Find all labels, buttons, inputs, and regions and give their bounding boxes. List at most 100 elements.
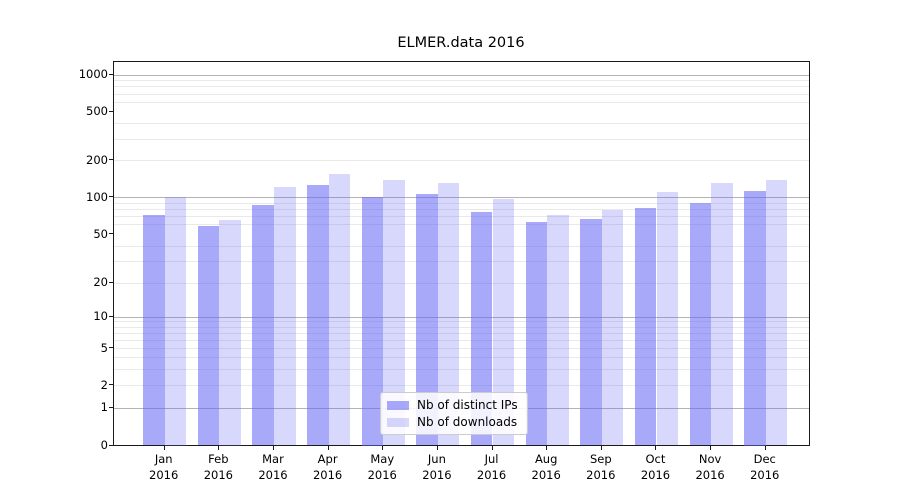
minor-gridline (114, 138, 809, 140)
x-axis-tick (546, 446, 548, 450)
minor-gridline (114, 326, 809, 328)
y-tick-label: 0 (100, 438, 108, 452)
y-tick-label: 10 (93, 309, 108, 323)
major-gridline (114, 316, 809, 318)
x-tick-label: Dec 2016 (750, 452, 780, 482)
minor-gridline (114, 208, 809, 210)
x-tick-label: Nov 2016 (695, 452, 725, 482)
x-tick-label: Apr 2016 (312, 452, 343, 482)
bar-nb-of-distinct-ips-oct-2016 (634, 208, 657, 446)
x-tick-label: Jan 2016 (149, 452, 179, 482)
bar-nb-of-downloads-sep-2016 (601, 209, 624, 446)
x-axis-tick (382, 446, 384, 450)
y-tick-label: 1 (100, 400, 108, 415)
y-axis-tick (109, 347, 113, 348)
bar-nb-of-distinct-ips-sep-2016 (580, 219, 602, 446)
bar-nb-of-downloads-jun-2016 (437, 182, 460, 446)
legend-item-downloads: Nb of downloads (387, 415, 518, 429)
chart-title: ELMER.data 2016 (397, 35, 525, 51)
bar-nb-of-distinct-ips-jul-2016 (470, 211, 493, 446)
bar-nb-of-downloads-oct-2016 (656, 191, 679, 446)
minor-gridline (114, 160, 809, 161)
y-tick-label: 1000 (78, 67, 108, 81)
minor-gridline (114, 282, 809, 284)
x-tick-label: Jul 2016 (476, 452, 507, 482)
bar-nb-of-downloads-aug-2016 (547, 215, 569, 446)
x-axis-tick (764, 446, 766, 450)
bar-nb-of-distinct-ips-may-2016 (361, 197, 384, 446)
minor-gridline (114, 80, 809, 82)
y-axis-tick (109, 196, 113, 197)
y-axis-tick (109, 73, 113, 75)
bar-nb-of-downloads-jul-2016 (492, 198, 515, 446)
minor-gridline (114, 86, 809, 88)
plot-area (113, 61, 810, 446)
bar-nb-of-downloads-dec-2016 (765, 180, 788, 446)
x-axis-tick (655, 446, 657, 450)
minor-gridline (114, 332, 809, 334)
bar-nb-of-downloads-may-2016 (383, 180, 405, 446)
minor-gridline (114, 101, 809, 103)
major-gridline (114, 74, 809, 76)
minor-gridline (114, 216, 809, 218)
legend-label: Nb of distinct IPs (417, 398, 518, 412)
y-axis-tick (109, 110, 113, 112)
minor-gridline (114, 245, 809, 247)
legend-label: Nb of downloads (417, 415, 518, 429)
minor-gridline (114, 224, 809, 226)
bar-nb-of-downloads-jan-2016 (164, 197, 187, 446)
minor-gridline (114, 339, 809, 341)
bar-nb-of-downloads-mar-2016 (274, 187, 296, 446)
x-tick-label: May 2016 (367, 452, 397, 482)
y-axis-tick (109, 384, 113, 386)
y-axis-tick (109, 159, 113, 160)
y-tick-label: 100 (86, 189, 108, 204)
y-tick-label: 50 (93, 226, 108, 241)
x-tick-label: Feb 2016 (203, 452, 233, 482)
bar-nb-of-downloads-feb-2016 (219, 220, 241, 446)
minor-gridline (114, 93, 809, 95)
y-axis-tick (109, 315, 113, 317)
minor-gridline (114, 348, 809, 349)
major-gridline (114, 197, 809, 198)
y-axis-tick (109, 444, 113, 446)
x-tick-label: Jun 2016 (422, 452, 452, 482)
x-axis-tick (600, 446, 602, 450)
y-tick-label: 5 (100, 340, 108, 355)
minor-gridline (114, 123, 809, 125)
x-tick-label: Aug 2016 (531, 452, 561, 482)
bar-nb-of-distinct-ips-jan-2016 (143, 215, 165, 446)
x-axis-tick (163, 446, 165, 450)
x-axis-tick (218, 446, 220, 450)
bar-nb-of-distinct-ips-jun-2016 (416, 193, 438, 446)
bar-nb-of-downloads-apr-2016 (328, 173, 351, 446)
x-tick-label: Sep 2016 (586, 452, 616, 482)
minor-gridline (114, 202, 809, 204)
x-axis-tick (272, 446, 274, 450)
bar-nb-of-distinct-ips-nov-2016 (689, 202, 712, 446)
x-axis-tick (491, 446, 493, 450)
minor-gridline (114, 357, 809, 359)
x-axis-tick (710, 446, 712, 450)
minor-gridline (114, 321, 809, 323)
bar-nb-of-distinct-ips-feb-2016 (197, 226, 220, 446)
minor-gridline (114, 261, 809, 263)
y-tick-label: 2 (100, 377, 108, 392)
y-tick-label: 200 (86, 152, 108, 167)
bar-nb-of-distinct-ips-aug-2016 (525, 221, 548, 446)
legend-swatch-downloads (387, 417, 409, 427)
bar-nb-of-distinct-ips-mar-2016 (252, 205, 274, 446)
legend-swatch-distinct-ips (387, 400, 409, 410)
minor-gridline (114, 385, 809, 387)
bar-nb-of-distinct-ips-dec-2016 (744, 191, 766, 446)
x-axis-tick (327, 446, 329, 450)
x-tick-label: Mar 2016 (258, 452, 288, 482)
legend-item-distinct-ips: Nb of distinct IPs (387, 398, 518, 412)
legend: Nb of distinct IPs Nb of downloads (380, 392, 528, 435)
y-axis-tick (109, 233, 113, 234)
minor-gridline (114, 368, 809, 370)
y-tick-label: 500 (86, 104, 108, 119)
bar-nb-of-distinct-ips-apr-2016 (307, 185, 329, 446)
x-tick-label: Oct 2016 (640, 452, 671, 482)
